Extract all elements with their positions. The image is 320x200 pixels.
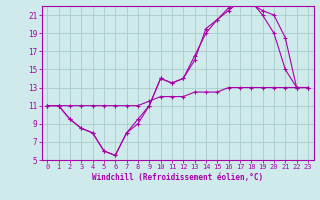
X-axis label: Windchill (Refroidissement éolien,°C): Windchill (Refroidissement éolien,°C) [92,173,263,182]
